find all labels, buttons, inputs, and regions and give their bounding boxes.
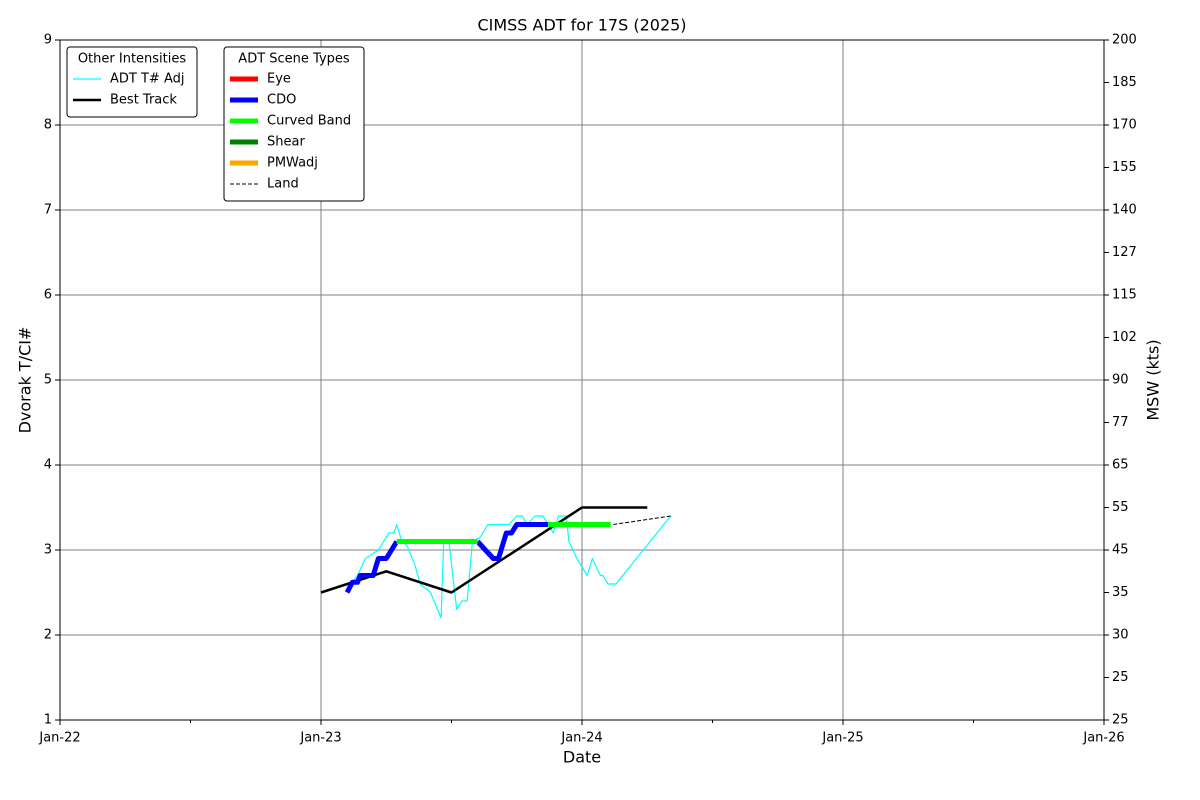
y2-tick-label: 30 [1112, 628, 1129, 643]
legend-label: Land [267, 177, 299, 192]
data-line [320, 506, 648, 594]
y-tick-label: 6 [44, 288, 52, 303]
x-tick-label: Jan-26 [1082, 731, 1124, 746]
x-tick-label: Jan-24 [560, 731, 602, 746]
legend-label: Shear [267, 135, 305, 150]
legend-label: Best Track [110, 93, 177, 108]
y2-tick-label: 77 [1112, 415, 1129, 430]
chart-title: CIMSS ADT for 17S (2025) [477, 16, 686, 35]
y2-tick-label: 55 [1112, 500, 1129, 515]
y-axis-label: Dvorak T/CI# [16, 327, 35, 434]
y-tick-label: 7 [44, 203, 52, 218]
y2-tick-label: 115 [1112, 288, 1137, 303]
legend-box [223, 46, 365, 202]
y2-tick-label: 140 [1112, 203, 1137, 218]
x-axis-label: Date [563, 748, 601, 767]
data-line [396, 522, 611, 544]
y2-tick-label: 45 [1112, 543, 1129, 558]
y2-tick-label: 127 [1112, 245, 1137, 260]
data-line [346, 515, 672, 619]
y2-tick-label: 170 [1112, 118, 1137, 133]
legend-label: Eye [267, 72, 291, 87]
y2-tick-label: 25 [1112, 713, 1129, 728]
legend-title: Other Intensities [78, 52, 187, 67]
legend-title: ADT Scene Types [238, 52, 350, 67]
y-tick-label: 9 [44, 33, 52, 48]
data-line [613, 515, 671, 525]
y-tick-label: 2 [44, 628, 52, 643]
y-tick-label: 5 [44, 373, 52, 388]
y2-tick-label: 90 [1112, 373, 1129, 388]
x-tick-label: Jan-25 [821, 731, 863, 746]
y2-tick-label: 102 [1112, 330, 1137, 345]
data-line [344, 522, 549, 594]
plot-frame [59, 39, 1105, 721]
y-tick-label: 1 [44, 713, 52, 728]
legend-label: Curved Band [267, 114, 351, 129]
y-tick-label: 3 [44, 543, 52, 558]
y2-tick-label: 185 [1112, 75, 1137, 90]
x-tick-label: Jan-23 [299, 731, 341, 746]
y-tick-label: 4 [44, 458, 52, 473]
y-tick-label: 8 [44, 118, 52, 133]
y2-tick-label: 200 [1112, 33, 1137, 48]
legend-label: CDO [267, 93, 296, 108]
y2-axis-label: MSW (kts) [1144, 339, 1163, 420]
y2-tick-label: 65 [1112, 458, 1129, 473]
y2-tick-label: 35 [1112, 585, 1129, 600]
legend-label: ADT T# Adj [110, 72, 184, 87]
y2-tick-label: 155 [1112, 160, 1137, 175]
y2-tick-label: 25 [1112, 670, 1129, 685]
x-tick-label: Jan-22 [38, 731, 80, 746]
legend-label: PMWadj [267, 156, 318, 171]
